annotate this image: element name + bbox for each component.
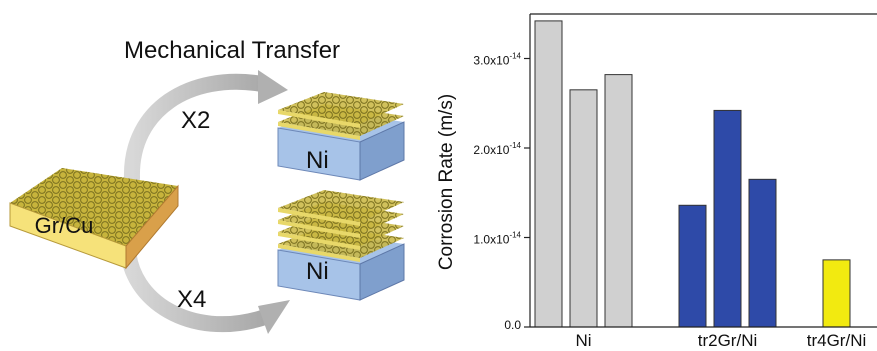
ni-top-label: Ni: [306, 147, 329, 174]
bar-tr4gr-ni-1: [822, 259, 851, 328]
graphene-stack-2: [278, 92, 404, 140]
bar-tr2gr-ni-3: [748, 178, 777, 328]
bar-tr2gr-ni-1: [678, 204, 707, 328]
bar-ni-1: [534, 20, 563, 328]
y-tick-label: 2.0x10-14: [473, 141, 521, 157]
bar-ni-2: [569, 89, 598, 328]
gr-cu-label: Gr/Cu: [35, 213, 94, 238]
y-tick-label: 0.0: [504, 318, 521, 332]
ni-block-2-layers: Ni: [277, 92, 405, 181]
x-category-label: tr4Gr/Ni: [807, 331, 867, 350]
ni-bottom-label: Ni: [306, 258, 329, 285]
transfer-bottom-label: X4: [177, 286, 206, 313]
gr-cu-block: Gr/Cu: [9, 168, 179, 270]
x-category-label: Ni: [575, 331, 591, 350]
graphene-stack-4: [278, 190, 404, 262]
corrosion-chart: Corrosion Rate (m/s) 0.0 1.0x10-14 2.0x10-…: [436, 13, 877, 350]
schematic-panel: Mechanical Transfer X2 X4 Gr/Cu: [9, 37, 405, 334]
transfer-arrow-bottom: [120, 240, 290, 334]
bar-series: [534, 20, 851, 328]
transfer-arrow-top: [123, 70, 288, 186]
x-category-label: tr2Gr/Ni: [698, 331, 758, 350]
y-axis-ticks: 0.0 1.0x10-14 2.0x10-14 3.0x10-14: [473, 52, 530, 332]
schematic-title: Mechanical Transfer: [124, 37, 340, 64]
x-axis-labels: Ni tr2Gr/Ni tr4Gr/Ni: [575, 331, 866, 350]
y-tick-label: 3.0x10-14: [473, 52, 521, 68]
bar-ni-3: [604, 74, 633, 328]
bar-tr2gr-ni-2: [713, 109, 742, 328]
y-tick-label: 1.0x10-14: [473, 231, 521, 247]
y-axis-label: Corrosion Rate (m/s): [436, 94, 457, 270]
ni-block-4-layers: Ni: [277, 190, 405, 301]
transfer-top-label: X2: [181, 107, 210, 134]
